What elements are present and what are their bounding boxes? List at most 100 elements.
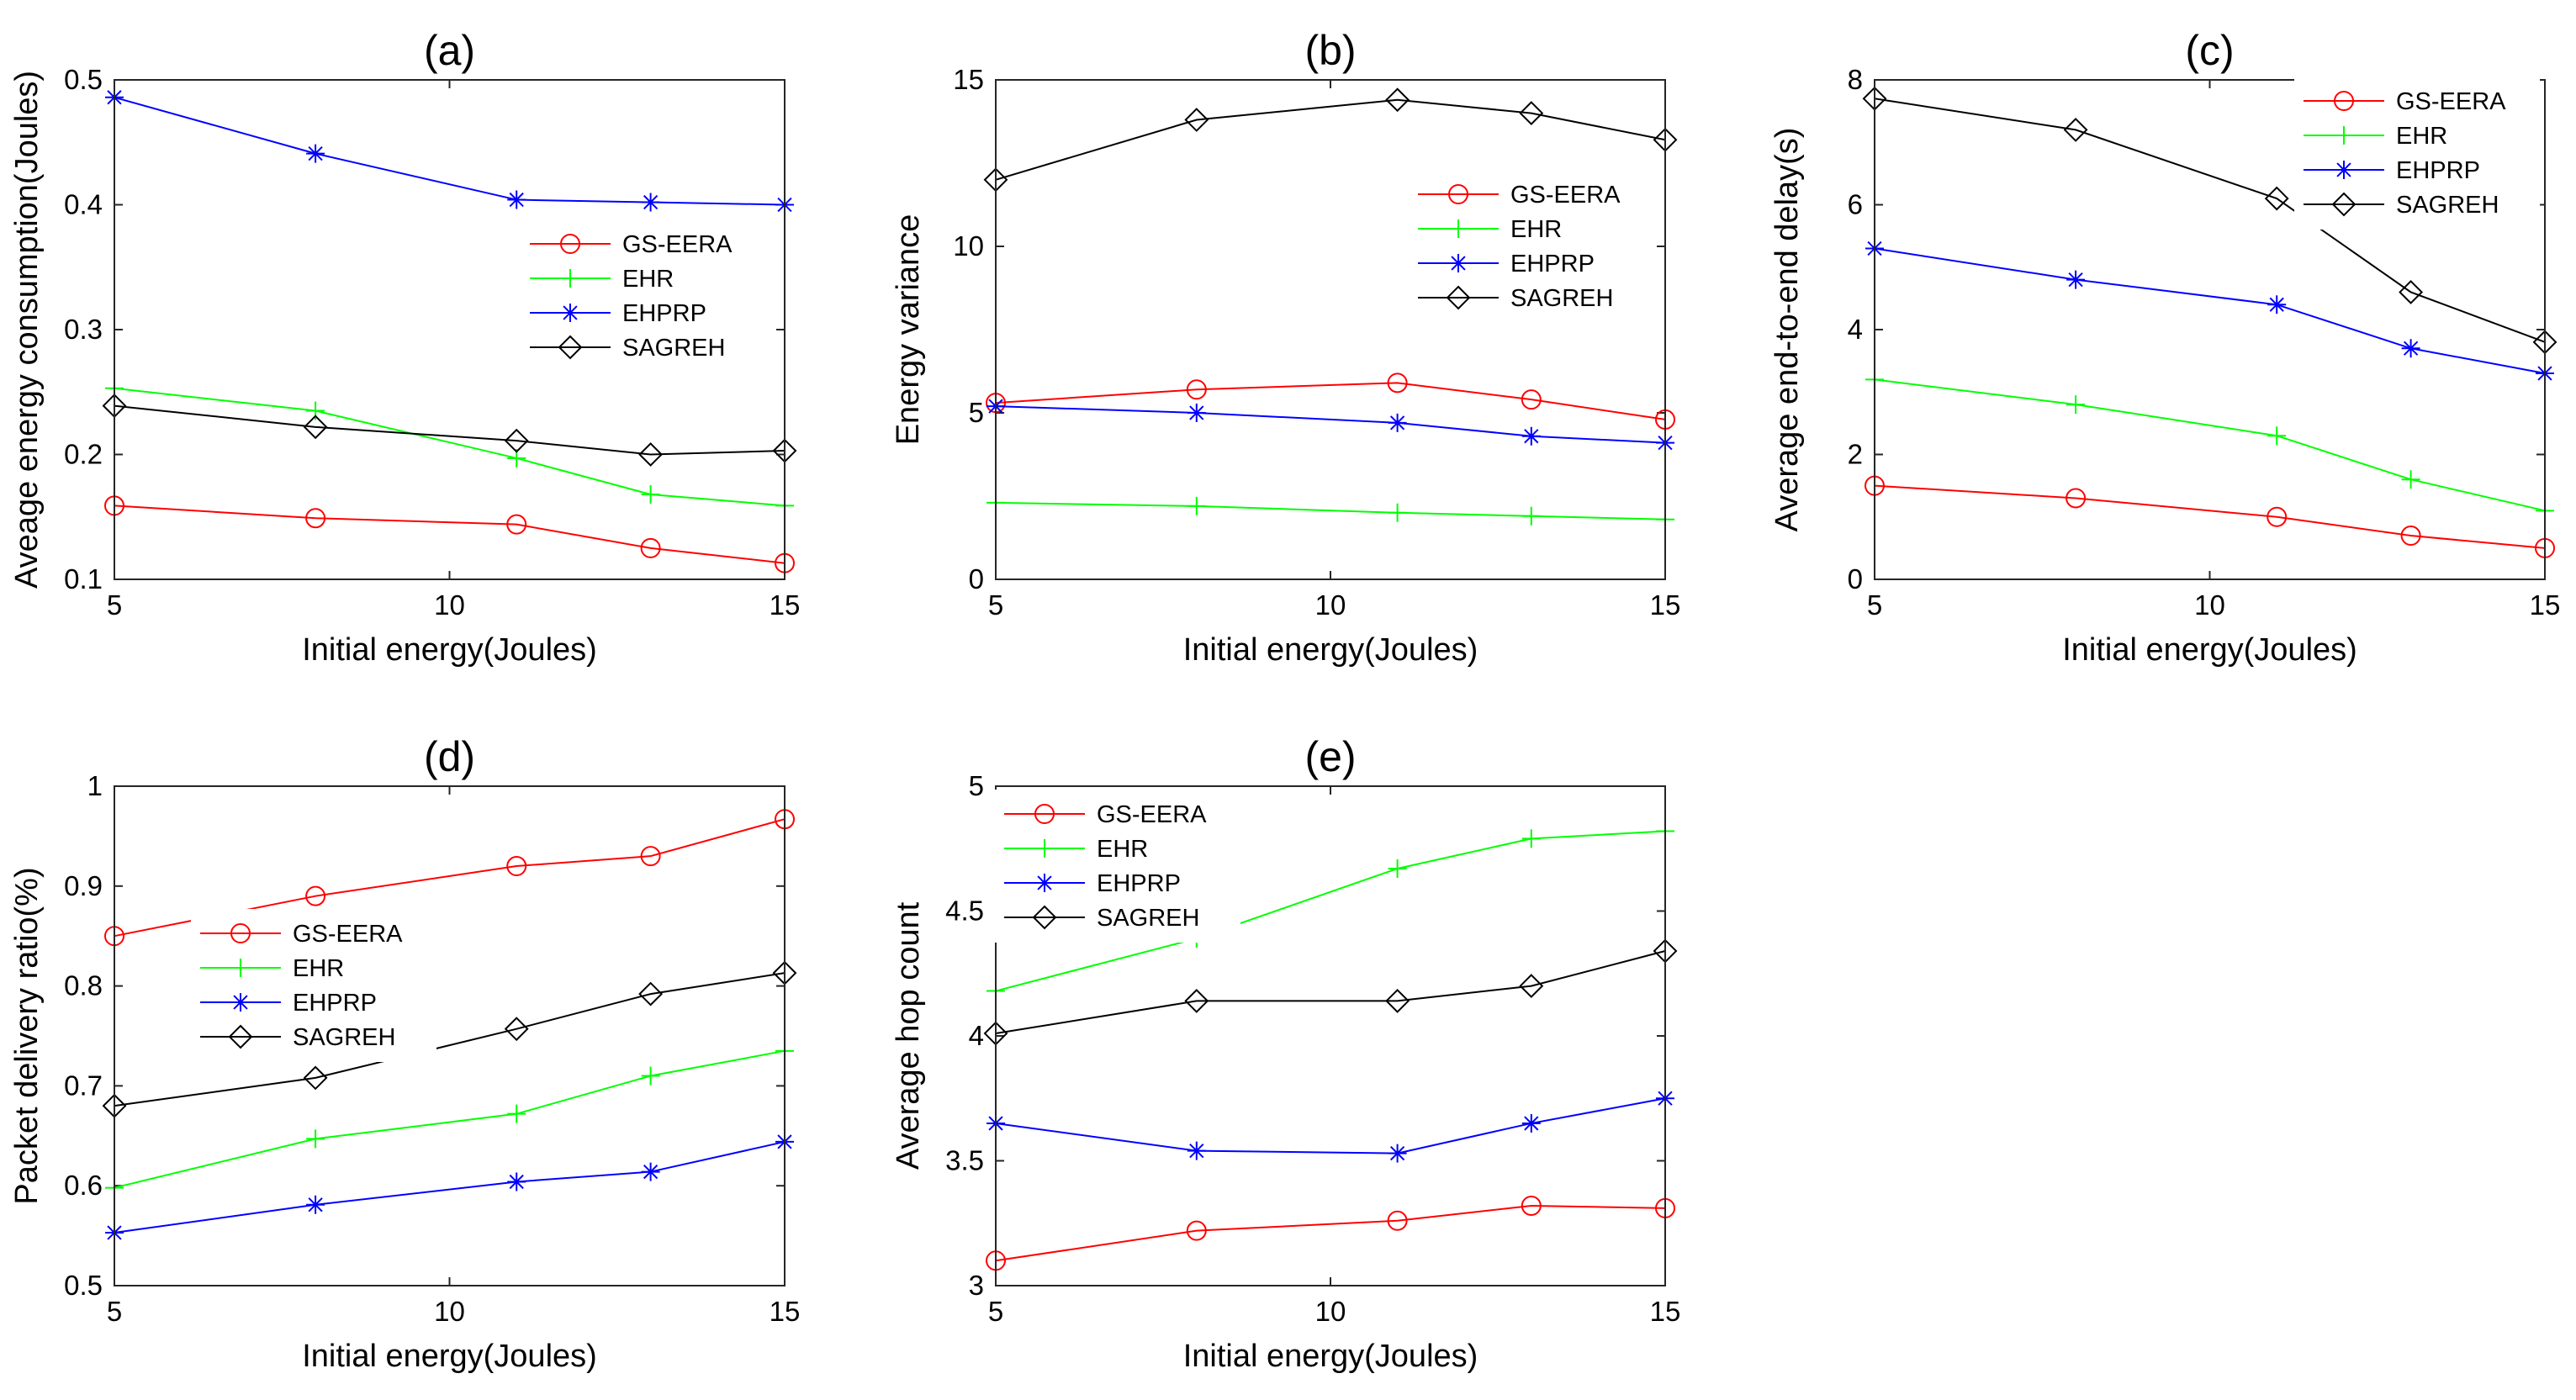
x-tick-label: 15 (1650, 589, 1681, 621)
series-line (995, 98, 1666, 181)
data-point (1519, 101, 1544, 126)
legend-label: SAGREH (622, 335, 725, 362)
series-ehprp (1865, 239, 2554, 383)
x-tick-label: 10 (1315, 589, 1346, 621)
series-line (114, 505, 785, 564)
x-axis-label: Initial energy(Joules) (302, 1339, 597, 1374)
legend-label: EHR (2396, 123, 2447, 150)
legend-label: SAGREH (2396, 192, 2499, 219)
series-line (995, 950, 1666, 1035)
data-point (638, 981, 664, 1006)
data-point (1521, 829, 1541, 848)
data-point (1184, 989, 1209, 1013)
y-tick-label: 0 (1848, 563, 1863, 594)
data-point (641, 1066, 660, 1086)
x-tick-label: 5 (988, 1296, 1003, 1327)
data-point (504, 1017, 529, 1042)
data-point (1385, 87, 1410, 113)
series-ehr (986, 493, 1674, 529)
x-tick-label: 5 (107, 1296, 122, 1327)
data-point (638, 442, 664, 467)
legend-label: EHPRP (293, 990, 377, 1017)
series-line (114, 972, 785, 1107)
legend-label: EHPRP (622, 300, 706, 327)
chart-panel-c: (c) 5 10 15 0 2 4 6 8 Initial energy(Joules) Avera… (1769, 27, 2560, 668)
y-tick-label: 6 (1848, 189, 1863, 220)
legend-marker (2335, 126, 2353, 145)
x-tick-label: 5 (1867, 589, 1882, 621)
x-tick-label: 10 (2194, 589, 2225, 621)
data-point (2066, 395, 2086, 415)
series-line (1874, 484, 2546, 549)
chart-panel-a: (a) 5 10 15 0.1 0.2 0.3 0.4 0.5 Initial energy(Jo… (9, 27, 800, 668)
legend-label: EHPRP (2396, 157, 2480, 184)
legend-marker (228, 1024, 253, 1049)
data-point (306, 1195, 325, 1214)
y-tick-label: 15 (953, 64, 984, 95)
data-point (1187, 1141, 1206, 1160)
chart-title: (c) (2185, 27, 2234, 74)
data-point (2267, 506, 2288, 527)
x-tick-label: 15 (1650, 1296, 1681, 1327)
data-point (306, 1129, 325, 1149)
plot-area-frame (114, 79, 785, 580)
legend-label: EHR (1510, 216, 1562, 243)
y-tick-label: 5 (969, 770, 984, 801)
x-tick-label: 5 (988, 589, 1003, 621)
data-point (506, 856, 527, 877)
legend-marker (1035, 874, 1054, 892)
plot-area-frame (995, 785, 1666, 1286)
data-point (506, 514, 527, 535)
data-point (641, 193, 660, 212)
data-point (1387, 372, 1408, 394)
legend: GS-EERA EHR EHPRP SAGREH (521, 219, 766, 372)
y-axis-label: Average hop count (891, 901, 926, 1170)
chart-panel-d: (d) 5 10 15 0.5 0.6 0.7 0.8 0.9 1 Initial energy(J… (9, 733, 800, 1374)
series-line (995, 1204, 1666, 1262)
data-point (1187, 496, 1206, 515)
chart-title: (e) (1304, 733, 1356, 780)
data-point (507, 1104, 526, 1123)
y-tick-label: 0.7 (64, 1070, 103, 1101)
series-gs-eera (986, 372, 1675, 430)
x-tick-label: 10 (434, 589, 465, 621)
x-tick-label: 15 (770, 589, 801, 621)
data-point (2401, 339, 2420, 358)
data-point (305, 885, 326, 906)
plot-area-frame (1874, 79, 2546, 580)
y-tick-label: 0.4 (64, 189, 103, 220)
x-axis-label: Initial energy(Joules) (1183, 1339, 1478, 1374)
legend-label: EHPRP (1097, 870, 1181, 897)
series-line (1874, 378, 2546, 512)
y-tick-label: 5 (969, 397, 984, 428)
data-point (640, 846, 661, 867)
data-point (303, 415, 328, 440)
series-gs-eera (104, 495, 795, 573)
y-tick-label: 4 (1848, 314, 1863, 345)
legend-label: SAGREH (1510, 285, 1613, 312)
data-point (2066, 270, 2086, 289)
data-point (1388, 503, 1407, 522)
legend-label: GS-EERA (1510, 182, 1621, 209)
legend-marker (1034, 804, 1055, 824)
x-tick-label: 10 (1315, 1296, 1346, 1327)
y-tick-label: 4 (969, 1020, 984, 1051)
series-line (114, 96, 785, 206)
legend-marker (2331, 192, 2356, 217)
x-tick-label: 10 (434, 1296, 465, 1327)
data-point (641, 1162, 660, 1181)
y-tick-label: 2 (1848, 439, 1863, 470)
series-sagreh (102, 960, 797, 1118)
series-line (995, 405, 1666, 444)
data-point (2264, 186, 2289, 211)
y-axis-label: Energy variance (891, 214, 926, 446)
chart-panel-e: (e) 5 10 15 3 3.5 4 4.5 5 Initial energy(Joules) A… (891, 733, 1680, 1374)
legend-marker (1032, 905, 1057, 930)
x-tick-label: 5 (107, 589, 122, 621)
data-point (2401, 470, 2420, 489)
data-point (1521, 506, 1541, 526)
legend: GS-EERA EHR EHPRP SAGREH (1409, 170, 1654, 323)
series-line (114, 404, 785, 456)
